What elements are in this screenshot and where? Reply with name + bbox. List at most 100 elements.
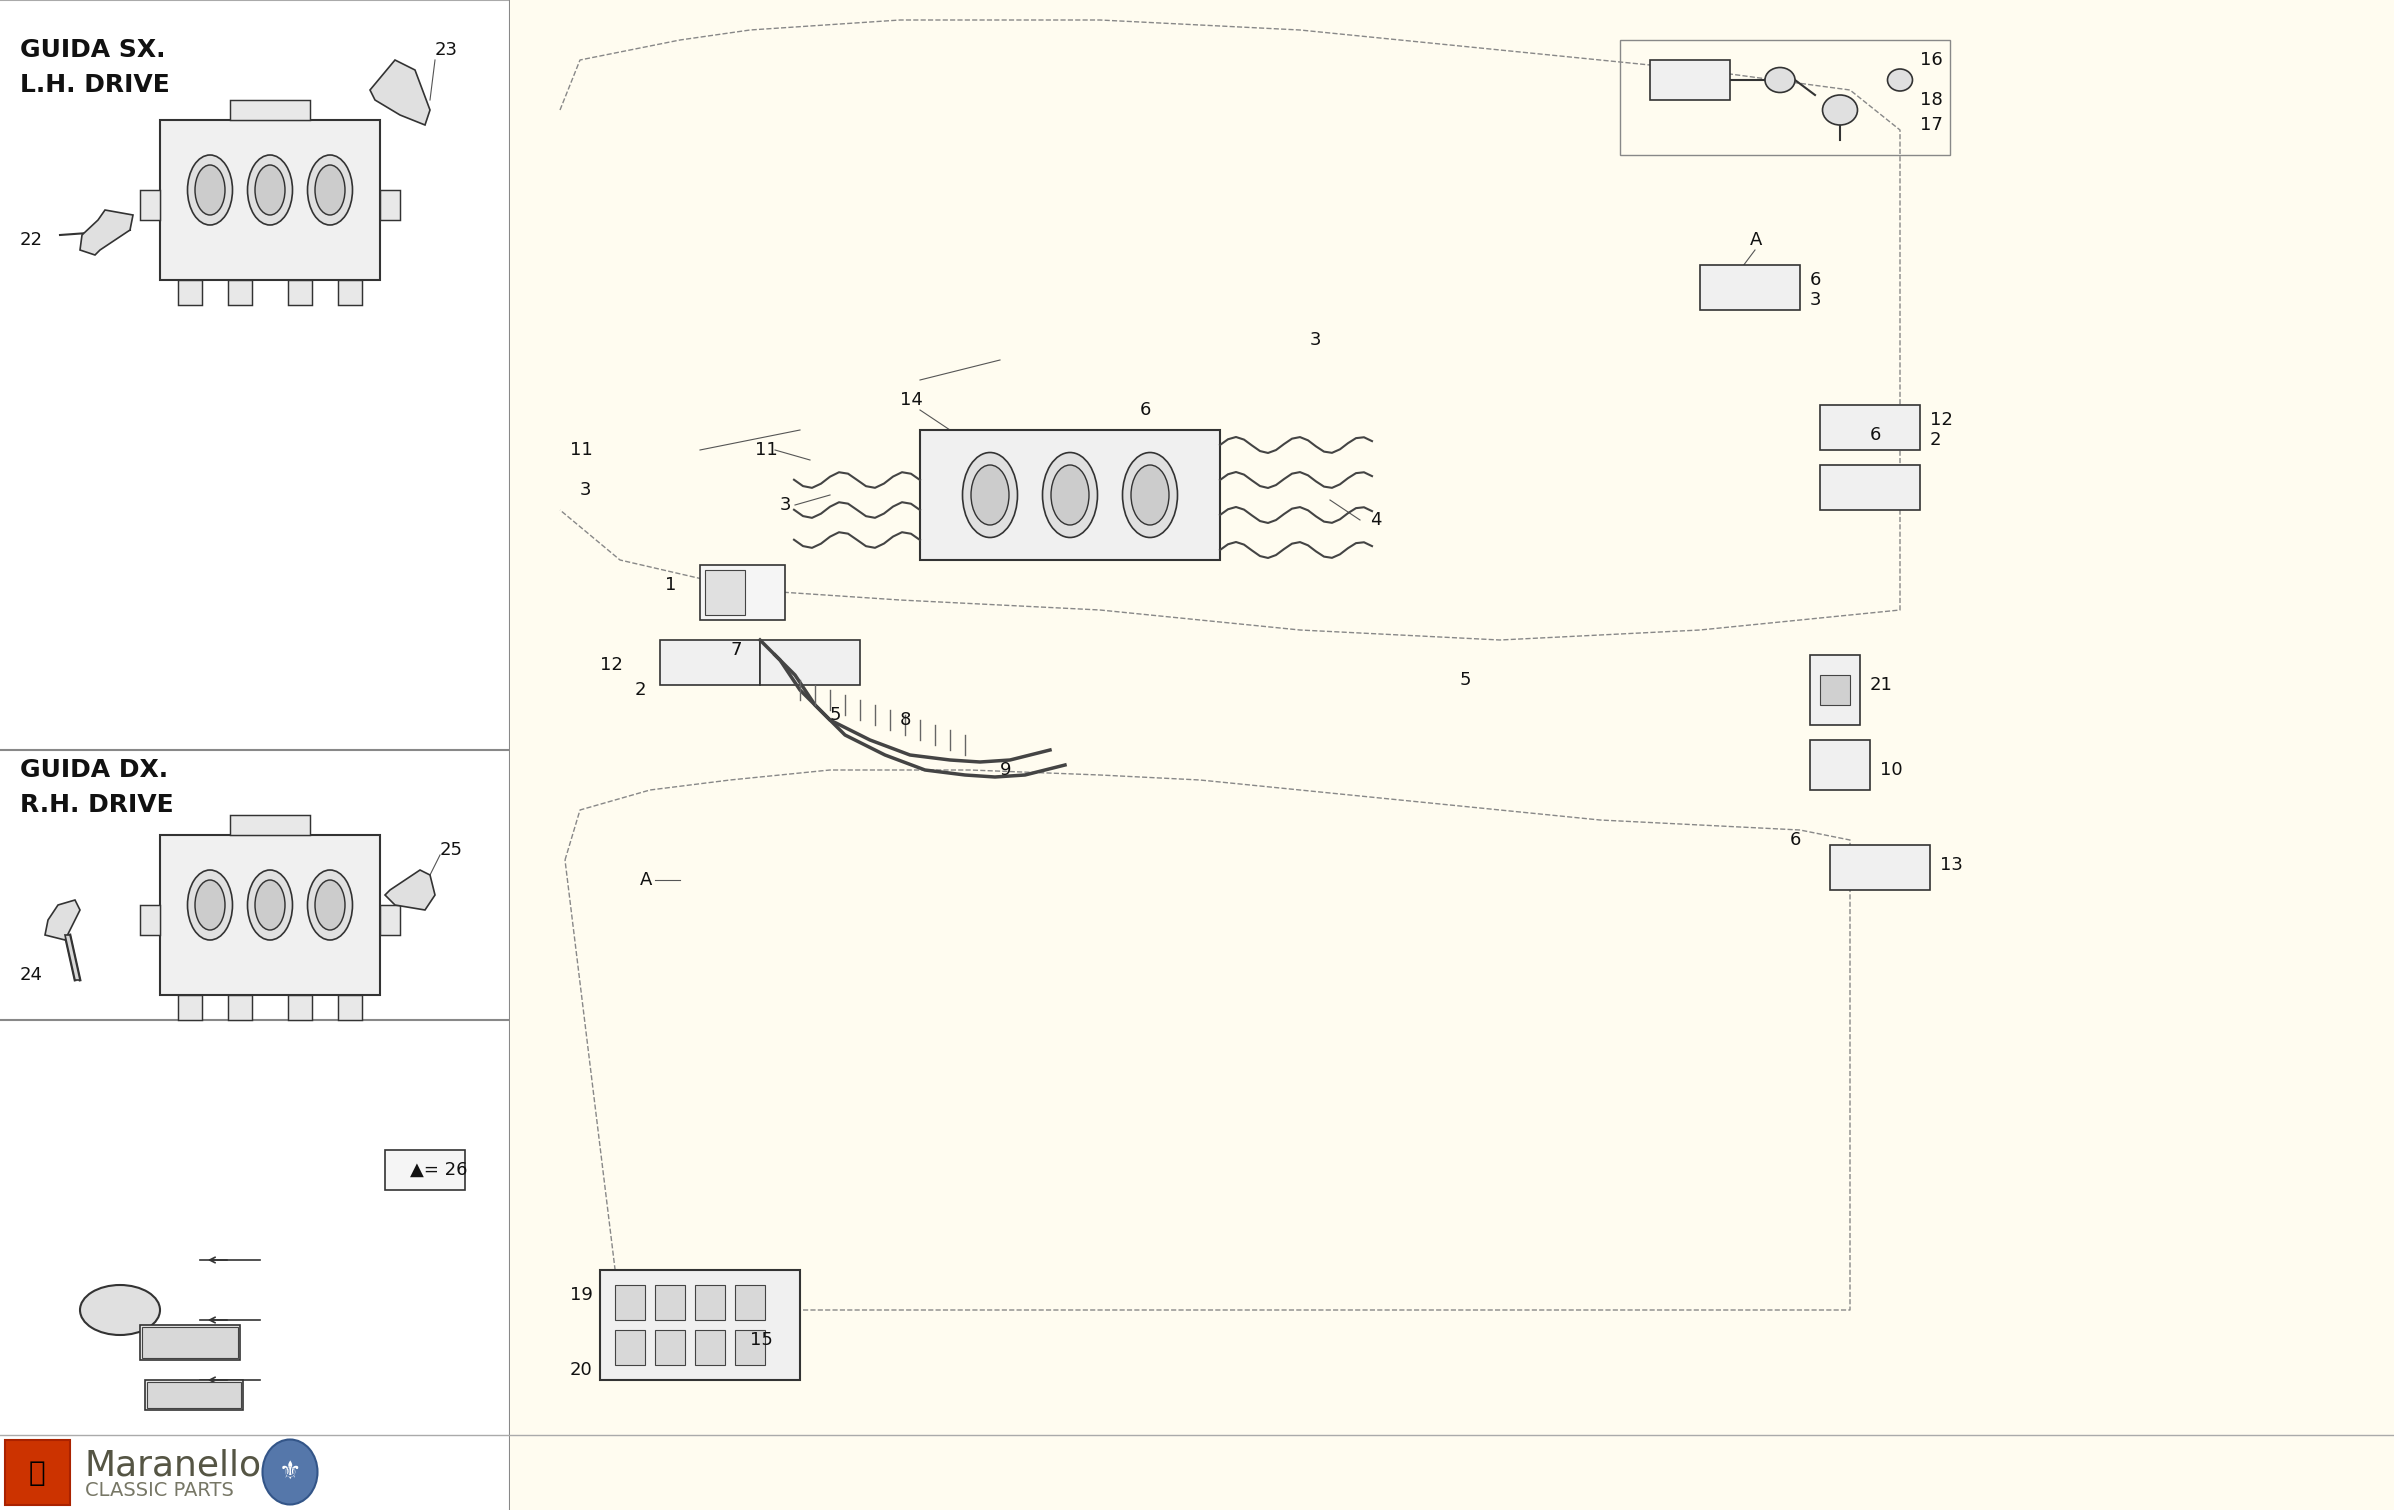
Text: 17: 17 [1920,116,1944,134]
Text: 3: 3 [1310,331,1321,349]
FancyBboxPatch shape [656,1285,685,1320]
FancyBboxPatch shape [1810,655,1860,725]
Text: 6: 6 [1810,270,1822,288]
Text: 22: 22 [19,231,43,249]
Text: 2: 2 [634,681,646,699]
Text: 21: 21 [1870,676,1894,695]
Ellipse shape [256,165,285,214]
Ellipse shape [1123,453,1178,538]
Text: 8: 8 [900,711,912,729]
FancyBboxPatch shape [230,100,309,119]
FancyBboxPatch shape [338,279,361,305]
Text: 1: 1 [666,575,678,593]
Text: 12: 12 [1930,411,1954,429]
Text: 3: 3 [780,495,792,513]
Text: 3: 3 [579,482,591,498]
Text: Maranello: Maranello [86,1448,261,1481]
Text: PARTS: PARTS [1073,435,1329,504]
Text: 🐴: 🐴 [29,1459,45,1487]
Ellipse shape [1051,465,1089,525]
Ellipse shape [194,165,225,214]
Text: PARTS: PARTS [273,1136,529,1205]
Text: Maranello: Maranello [1221,761,1781,859]
FancyBboxPatch shape [1700,264,1800,310]
FancyBboxPatch shape [615,1330,644,1365]
Text: Maranello: Maranello [321,562,881,658]
FancyBboxPatch shape [704,569,745,615]
Text: 12: 12 [601,655,622,673]
Text: 11: 11 [570,441,594,459]
Ellipse shape [79,1285,160,1335]
FancyBboxPatch shape [160,835,381,995]
Text: 5: 5 [831,707,843,723]
Polygon shape [371,60,431,125]
Text: A: A [1750,231,1762,249]
Text: 23: 23 [436,41,457,59]
Text: 3: 3 [1810,291,1822,310]
FancyBboxPatch shape [735,1285,766,1320]
FancyBboxPatch shape [661,640,759,686]
FancyBboxPatch shape [699,565,785,621]
Text: CLASSIC PARTS: CLASSIC PARTS [86,1480,235,1499]
Text: 18: 18 [1920,91,1944,109]
FancyBboxPatch shape [694,1330,725,1365]
FancyBboxPatch shape [338,995,361,1019]
Polygon shape [65,935,79,980]
Polygon shape [79,210,134,255]
Text: A: A [639,871,654,889]
FancyBboxPatch shape [227,279,251,305]
FancyBboxPatch shape [1649,60,1731,100]
FancyBboxPatch shape [177,995,201,1019]
FancyBboxPatch shape [139,1324,239,1361]
Text: CLASSIC: CLASSIC [232,1075,567,1145]
FancyBboxPatch shape [1810,740,1870,790]
FancyBboxPatch shape [1819,675,1851,705]
Ellipse shape [1822,95,1858,125]
FancyBboxPatch shape [146,1382,242,1407]
Ellipse shape [306,156,352,225]
FancyBboxPatch shape [1819,405,1920,450]
Text: R.H. DRIVE: R.H. DRIVE [19,793,175,817]
Text: 4: 4 [1369,510,1381,528]
FancyBboxPatch shape [139,190,160,220]
FancyBboxPatch shape [227,995,251,1019]
FancyBboxPatch shape [735,1330,766,1365]
Ellipse shape [187,870,232,941]
FancyBboxPatch shape [601,1270,800,1380]
Text: 10: 10 [1879,761,1903,779]
FancyBboxPatch shape [1829,846,1930,889]
FancyBboxPatch shape [160,119,381,279]
FancyBboxPatch shape [139,904,160,935]
FancyBboxPatch shape [230,815,309,835]
FancyBboxPatch shape [287,995,311,1019]
FancyBboxPatch shape [656,1330,685,1365]
FancyBboxPatch shape [5,1441,69,1505]
Text: 16: 16 [1920,51,1944,69]
Polygon shape [45,900,79,941]
Text: CLASSIC: CLASSIC [1032,376,1367,444]
FancyBboxPatch shape [146,1380,244,1410]
Ellipse shape [1041,453,1096,538]
Text: 20: 20 [570,1361,594,1379]
Text: L.H. DRIVE: L.H. DRIVE [19,72,170,97]
Ellipse shape [194,880,225,930]
Text: 13: 13 [1939,856,1963,874]
Text: 9: 9 [1001,761,1013,779]
FancyBboxPatch shape [177,279,201,305]
FancyBboxPatch shape [287,279,311,305]
Ellipse shape [1886,69,1913,91]
Ellipse shape [972,465,1008,525]
FancyBboxPatch shape [0,750,510,1510]
Text: 6: 6 [1140,402,1152,418]
FancyBboxPatch shape [759,640,859,686]
Text: 19: 19 [570,1287,594,1305]
Text: GUIDA DX.: GUIDA DX. [19,758,168,782]
Ellipse shape [1130,465,1168,525]
FancyBboxPatch shape [0,0,510,750]
Text: 25: 25 [440,841,462,859]
Text: 24: 24 [19,966,43,985]
FancyBboxPatch shape [381,190,400,220]
Text: 2: 2 [1930,430,1942,448]
Ellipse shape [247,156,292,225]
FancyBboxPatch shape [141,1327,237,1357]
